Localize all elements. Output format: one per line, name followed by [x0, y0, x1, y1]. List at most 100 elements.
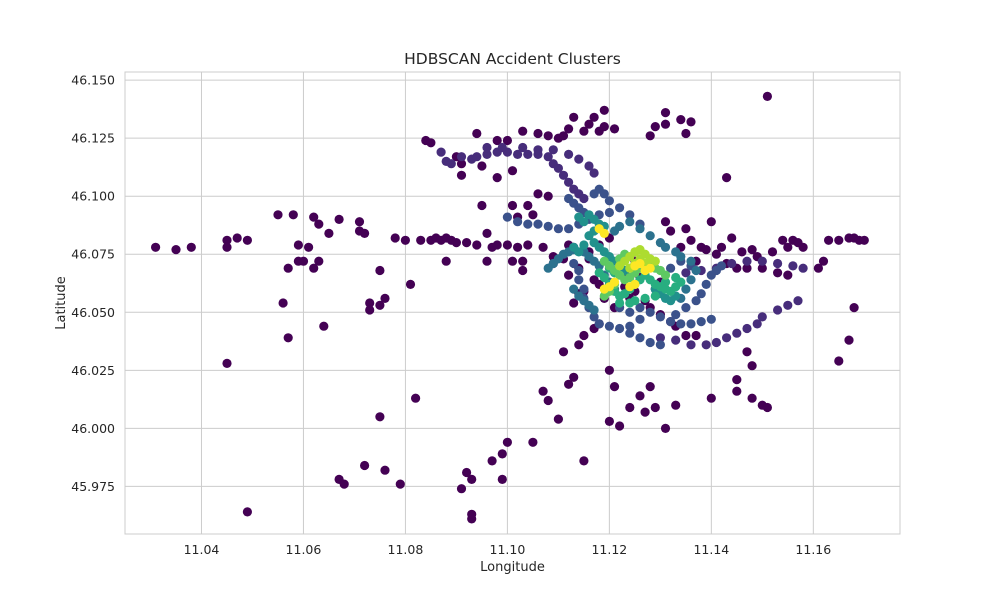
data-point: [502, 437, 512, 447]
data-point: [849, 303, 859, 313]
data-point: [604, 321, 615, 331]
data-point: [528, 210, 538, 220]
data-point: [579, 217, 589, 227]
data-point: [660, 108, 671, 118]
data-point: [502, 240, 512, 250]
data-point: [625, 298, 635, 308]
data-point: [783, 300, 793, 310]
data-point: [686, 319, 696, 329]
data-point: [625, 402, 635, 413]
data-point: [171, 245, 181, 255]
data-point: [283, 263, 293, 273]
data-point: [553, 224, 564, 234]
data-point: [645, 231, 655, 241]
data-point: [655, 340, 666, 350]
data-point: [584, 161, 594, 171]
data-point: [456, 170, 467, 180]
data-point: [360, 460, 370, 471]
data-point: [762, 91, 773, 101]
data-point: [650, 402, 660, 413]
data-point: [676, 319, 686, 329]
data-point: [273, 210, 283, 220]
data-point: [681, 128, 691, 139]
data-point: [615, 261, 625, 271]
data-point: [533, 189, 543, 199]
x-tick-label: 11.12: [591, 542, 627, 557]
data-point: [727, 233, 737, 243]
data-point: [502, 135, 512, 146]
data-point: [579, 240, 589, 250]
data-point: [615, 203, 625, 213]
data-point: [783, 270, 793, 280]
data-point: [666, 317, 676, 327]
data-point: [462, 467, 472, 478]
data-point: [625, 217, 635, 227]
data-point: [732, 375, 742, 385]
data-point: [574, 340, 584, 350]
data-point: [477, 161, 487, 171]
data-point: [716, 242, 727, 252]
data-point: [222, 358, 232, 368]
data-point: [696, 289, 706, 299]
data-point: [324, 228, 334, 238]
data-point: [660, 119, 671, 129]
data-point: [671, 272, 681, 283]
data-point: [747, 361, 757, 371]
data-point: [625, 328, 635, 338]
x-tick-label: 11.06: [286, 542, 322, 557]
data-point: [564, 124, 574, 134]
data-point: [722, 333, 732, 343]
data-point: [706, 217, 716, 227]
data-point: [375, 265, 385, 276]
data-point: [604, 196, 615, 206]
data-point: [625, 210, 635, 220]
data-point: [783, 242, 793, 252]
data-point: [564, 270, 574, 280]
data-point: [502, 212, 512, 222]
data-point: [711, 249, 722, 259]
data-point: [686, 117, 696, 127]
data-point: [426, 138, 436, 148]
data-point: [543, 221, 553, 231]
data-point: [334, 214, 344, 224]
data-point: [380, 293, 390, 303]
data-point: [615, 221, 625, 231]
data-point: [492, 173, 502, 183]
data-point: [604, 416, 615, 426]
data-point: [574, 275, 584, 285]
data-point: [671, 400, 681, 410]
data-point: [548, 145, 558, 155]
data-point: [564, 177, 574, 187]
data-point: [579, 330, 589, 341]
data-point: [309, 263, 319, 273]
y-tick-label: 46.100: [71, 189, 115, 204]
data-point: [186, 242, 196, 252]
data-point: [696, 317, 706, 327]
data-point: [655, 333, 666, 343]
data-point: [691, 330, 701, 341]
data-point: [558, 131, 569, 141]
data-point: [569, 258, 579, 269]
data-point: [788, 261, 798, 271]
data-point: [579, 126, 589, 136]
data-point: [365, 305, 375, 315]
data-points: [151, 91, 869, 524]
data-point: [635, 391, 645, 401]
data-point: [543, 191, 553, 201]
data-point: [558, 170, 569, 180]
data-point: [472, 128, 482, 139]
data-point: [681, 284, 691, 294]
data-point: [523, 219, 533, 229]
data-point: [416, 235, 426, 245]
data-point: [686, 235, 696, 245]
data-point: [314, 219, 324, 229]
data-point: [533, 128, 543, 139]
data-point: [655, 312, 666, 322]
data-point: [706, 393, 716, 403]
plot-frame: [124, 71, 901, 535]
data-point: [834, 356, 844, 366]
data-point: [798, 263, 808, 273]
data-point: [507, 200, 518, 211]
data-point: [553, 163, 564, 173]
data-point: [645, 263, 655, 273]
